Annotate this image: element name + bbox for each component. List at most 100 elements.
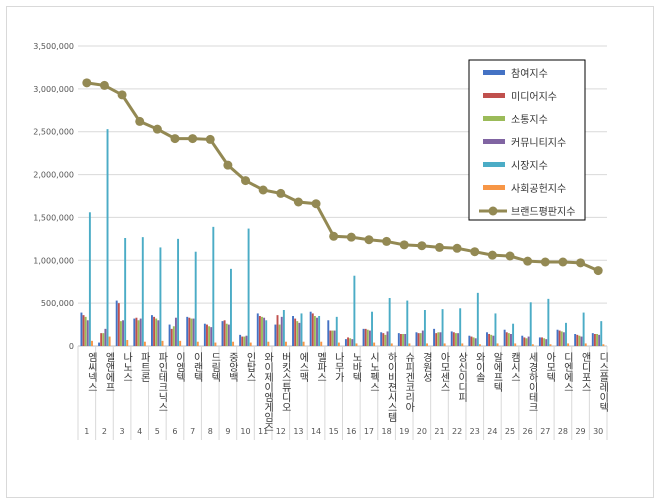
bar-미디어지수 bbox=[188, 317, 191, 346]
line-point bbox=[540, 257, 550, 267]
line-point bbox=[276, 188, 286, 198]
bar-소통지수 bbox=[102, 333, 105, 346]
category-label: 아모텍 bbox=[544, 352, 556, 383]
bar-시장지수 bbox=[600, 321, 603, 346]
bar-커뮤니티지수 bbox=[104, 328, 107, 346]
legend-swatch bbox=[483, 93, 505, 98]
category-label: 에스맥 bbox=[297, 352, 309, 382]
line-point bbox=[99, 80, 109, 90]
bar-참여지수 bbox=[327, 320, 330, 346]
bar-참여지수 bbox=[256, 313, 259, 346]
bar-참여지수 bbox=[239, 334, 242, 346]
bar-소통지수 bbox=[84, 316, 87, 346]
bar-시장지수 bbox=[265, 320, 268, 346]
bar-사회공헌지수 bbox=[143, 341, 146, 346]
bar-사회공헌지수 bbox=[196, 341, 199, 346]
bar-시장지수 bbox=[106, 129, 109, 346]
bar-참여지수 bbox=[309, 311, 312, 346]
bar-참여지수 bbox=[521, 335, 524, 346]
y-tick-label: 2,500,000 bbox=[33, 128, 74, 137]
bar-시장지수 bbox=[335, 316, 338, 346]
bar-시장지수 bbox=[159, 247, 162, 346]
bar-커뮤니티지수 bbox=[492, 335, 495, 346]
category-label: 상신이디피 bbox=[456, 352, 468, 403]
bar-사회공헌지수 bbox=[390, 343, 393, 346]
legend-label: 커뮤니티지수 bbox=[511, 137, 566, 149]
category-number: 23 bbox=[470, 427, 480, 436]
bar-커뮤니티지수 bbox=[227, 324, 230, 346]
bar-소통지수 bbox=[137, 320, 140, 346]
bar-커뮤니티지수 bbox=[86, 320, 89, 346]
bar-시장지수 bbox=[512, 323, 515, 346]
y-tick-label: 3,000,000 bbox=[33, 85, 74, 94]
bar-시장지수 bbox=[282, 310, 285, 346]
line-point bbox=[364, 235, 374, 245]
bar-참여지수 bbox=[292, 316, 294, 346]
bar-커뮤니티지수 bbox=[527, 336, 530, 346]
legend-swatch bbox=[483, 185, 505, 190]
bar-커뮤니티지수 bbox=[280, 316, 283, 346]
category-number: 12 bbox=[276, 427, 286, 436]
bar-커뮤니티지수 bbox=[562, 332, 565, 346]
bar-사회공헌지수 bbox=[549, 344, 552, 346]
bar-사회공헌지수 bbox=[249, 342, 252, 346]
y-tick-label: 500,000 bbox=[41, 299, 74, 308]
bar-커뮤니티지수 bbox=[510, 334, 512, 346]
bar-소통지수 bbox=[525, 338, 528, 346]
bar-시장지수 bbox=[300, 313, 303, 346]
line-point bbox=[170, 134, 180, 144]
category-number: 6 bbox=[172, 427, 177, 436]
bar-소통지수 bbox=[578, 335, 581, 346]
category-number: 8 bbox=[208, 427, 213, 436]
category-label: 세경하이테크 bbox=[526, 352, 538, 412]
category-label: 와이솔 bbox=[473, 352, 485, 382]
bar-사회공헌지수 bbox=[496, 343, 499, 346]
bar-소통지수 bbox=[507, 333, 510, 346]
bar-미디어지수 bbox=[329, 330, 332, 346]
bar-시장지수 bbox=[582, 312, 585, 346]
bar-시장지수 bbox=[459, 308, 462, 346]
line-point bbox=[593, 266, 603, 276]
bar-커뮤니티지수 bbox=[368, 330, 371, 346]
bar-소통지수 bbox=[455, 333, 457, 346]
bar-커뮤니티지수 bbox=[580, 336, 583, 346]
line-point bbox=[558, 257, 568, 267]
bar-소통지수 bbox=[190, 318, 193, 346]
bar-미디어지수 bbox=[135, 317, 138, 346]
bar-사회공헌지수 bbox=[337, 342, 340, 346]
bar-소통지수 bbox=[313, 316, 316, 346]
legend-label: 시장지수 bbox=[511, 160, 548, 172]
category-number: 7 bbox=[190, 427, 195, 436]
bar-시장지수 bbox=[547, 298, 550, 346]
y-tick-label: 2,000,000 bbox=[33, 171, 74, 180]
category-number: 21 bbox=[434, 427, 444, 436]
bar-미디어지수 bbox=[206, 324, 208, 346]
bar-사회공헌지수 bbox=[161, 340, 164, 346]
bar-소통지수 bbox=[119, 321, 122, 346]
bar-커뮤니티지수 bbox=[421, 330, 424, 346]
category-number: 5 bbox=[155, 427, 160, 436]
bar-사회공헌지수 bbox=[232, 341, 235, 346]
bar-미디어지수 bbox=[382, 333, 385, 346]
line-point bbox=[382, 236, 392, 246]
bar-소통지수 bbox=[331, 330, 334, 346]
bar-사회공헌지수 bbox=[320, 341, 323, 346]
bar-소통지수 bbox=[155, 318, 158, 346]
bar-시장지수 bbox=[353, 275, 356, 346]
bar-소통지수 bbox=[419, 333, 422, 346]
category-label: 멜파스 bbox=[315, 352, 327, 382]
line-point bbox=[152, 124, 162, 134]
line-point bbox=[293, 197, 303, 207]
bar-미디어지수 bbox=[258, 316, 261, 346]
line-point bbox=[452, 243, 462, 253]
bar-커뮤니티지수 bbox=[298, 322, 301, 346]
bar-커뮤니티지수 bbox=[439, 332, 442, 346]
bar-미디어지수 bbox=[223, 320, 226, 346]
bar-시장지수 bbox=[212, 226, 215, 346]
bar-커뮤니티지수 bbox=[474, 338, 477, 346]
category-number: 22 bbox=[452, 427, 462, 436]
y-tick-label: 3,500,000 bbox=[33, 42, 74, 51]
category-label: 나노스 bbox=[121, 352, 133, 382]
bar-커뮤니티지수 bbox=[351, 339, 354, 346]
bar-미디어지수 bbox=[452, 332, 455, 346]
